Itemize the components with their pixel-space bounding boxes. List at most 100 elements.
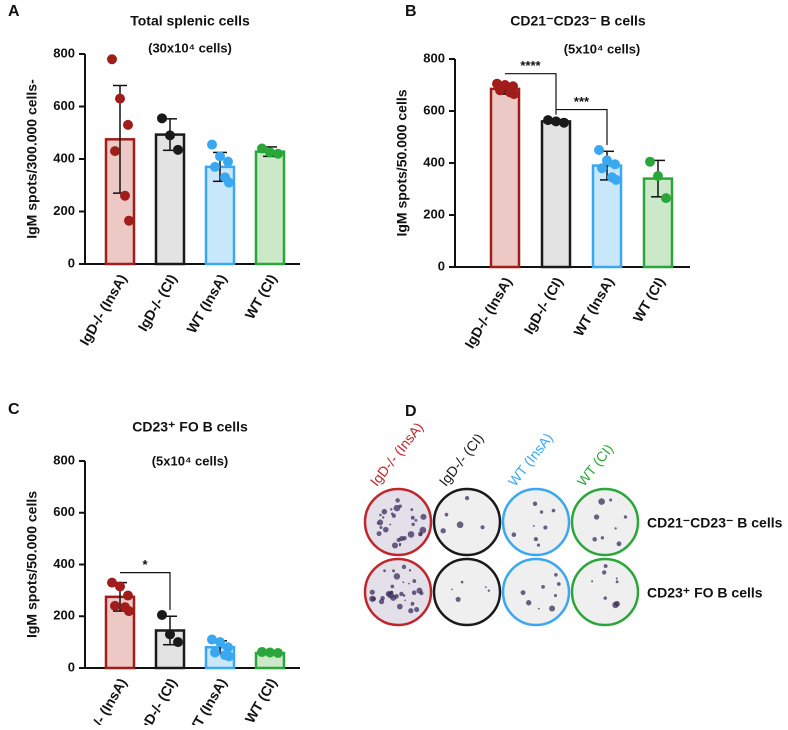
data-point <box>207 139 217 150</box>
chart-title: CD23⁺ FO B cells <box>132 419 248 435</box>
chart-subtitle: (30x10⁴ cells) <box>148 40 232 55</box>
data-point <box>602 155 612 166</box>
x-tick-label: WT (InsA) <box>183 675 230 725</box>
well-plate <box>432 557 502 627</box>
data-point <box>123 590 133 601</box>
spot <box>390 512 394 516</box>
data-point <box>215 637 225 648</box>
significance-label: **** <box>520 58 541 73</box>
well-plate <box>570 557 640 627</box>
data-point <box>157 609 167 620</box>
spot <box>410 601 415 606</box>
y-tick-label: 600 <box>53 504 75 519</box>
spot <box>392 569 396 573</box>
y-tick-label: 0 <box>68 659 75 674</box>
spot <box>390 508 393 511</box>
bar <box>254 150 286 266</box>
y-tick-label: 800 <box>423 50 445 65</box>
spot <box>378 598 385 605</box>
data-point <box>120 190 130 201</box>
x-tick-label: IgD-/- (InsA) <box>76 675 130 725</box>
spot <box>480 525 485 530</box>
spot <box>399 591 404 597</box>
y-tick-label: 400 <box>53 556 75 571</box>
row-label: CD23⁺ FO B cells <box>647 585 763 601</box>
data-point <box>224 177 234 188</box>
data-point <box>257 646 267 657</box>
spot <box>381 516 385 519</box>
y-tick-label: 600 <box>423 102 445 117</box>
data-point <box>273 148 283 159</box>
data-point <box>223 642 233 653</box>
spot <box>410 515 415 520</box>
data-point <box>611 174 621 185</box>
x-tick-label: IgD-/- (CI) <box>134 271 179 334</box>
data-point <box>265 147 275 158</box>
well-label: WT (CI) <box>574 441 617 489</box>
chart-subtitle: (5x10⁴ cells) <box>564 41 641 56</box>
spot <box>402 594 406 597</box>
well-label: WT (InsA) <box>505 430 556 489</box>
spot <box>393 504 401 512</box>
spot <box>456 521 464 529</box>
spot <box>440 528 446 534</box>
spot <box>420 513 427 520</box>
significance-label: *** <box>574 94 590 109</box>
spot <box>379 525 383 529</box>
spot <box>556 582 561 586</box>
data-point <box>257 143 267 154</box>
spot <box>393 573 401 580</box>
bar <box>489 87 521 269</box>
spot <box>616 541 622 547</box>
spot <box>615 580 619 584</box>
spot <box>614 527 617 530</box>
x-tick-label: WT (CI) <box>629 274 667 324</box>
spot <box>414 518 418 522</box>
x-tick-label: WT (CI) <box>241 271 279 321</box>
spot <box>410 508 414 512</box>
data-point <box>165 130 175 141</box>
x-tick-label: WT (InsA) <box>183 271 230 336</box>
panel-label: A <box>8 3 20 20</box>
y-tick-label: 200 <box>53 203 75 218</box>
spot <box>623 515 628 519</box>
data-point <box>115 581 125 592</box>
well <box>363 557 433 627</box>
data-point <box>210 647 220 658</box>
well-plate <box>501 487 571 557</box>
data-point <box>543 115 553 126</box>
spot <box>389 590 393 595</box>
data-point <box>645 156 655 167</box>
spot <box>399 535 405 542</box>
spot <box>395 498 400 503</box>
spot <box>414 607 420 613</box>
data-point <box>224 651 234 662</box>
well-label: IgD-/- (CI) <box>436 430 487 489</box>
well-plate <box>432 487 502 557</box>
y-tick-label: 0 <box>438 258 445 273</box>
y-tick-label: 400 <box>423 154 445 169</box>
spot <box>411 590 417 596</box>
spot <box>411 522 415 527</box>
spot <box>376 531 382 537</box>
data-point <box>124 606 134 617</box>
data-point <box>610 159 620 170</box>
spot <box>383 569 386 573</box>
well <box>363 487 433 557</box>
spot <box>464 496 470 501</box>
spot <box>401 564 407 570</box>
spot <box>520 590 526 596</box>
spot <box>394 594 399 599</box>
data-point <box>107 577 117 588</box>
well <box>432 487 502 557</box>
x-tick-label: IgD-/- (CI) <box>520 274 565 337</box>
spot <box>537 607 540 610</box>
spot <box>591 580 594 583</box>
data-point <box>265 647 275 658</box>
spot <box>525 600 532 606</box>
spot <box>532 501 538 507</box>
spot <box>419 526 427 534</box>
spot <box>402 581 405 584</box>
spot <box>554 573 558 577</box>
